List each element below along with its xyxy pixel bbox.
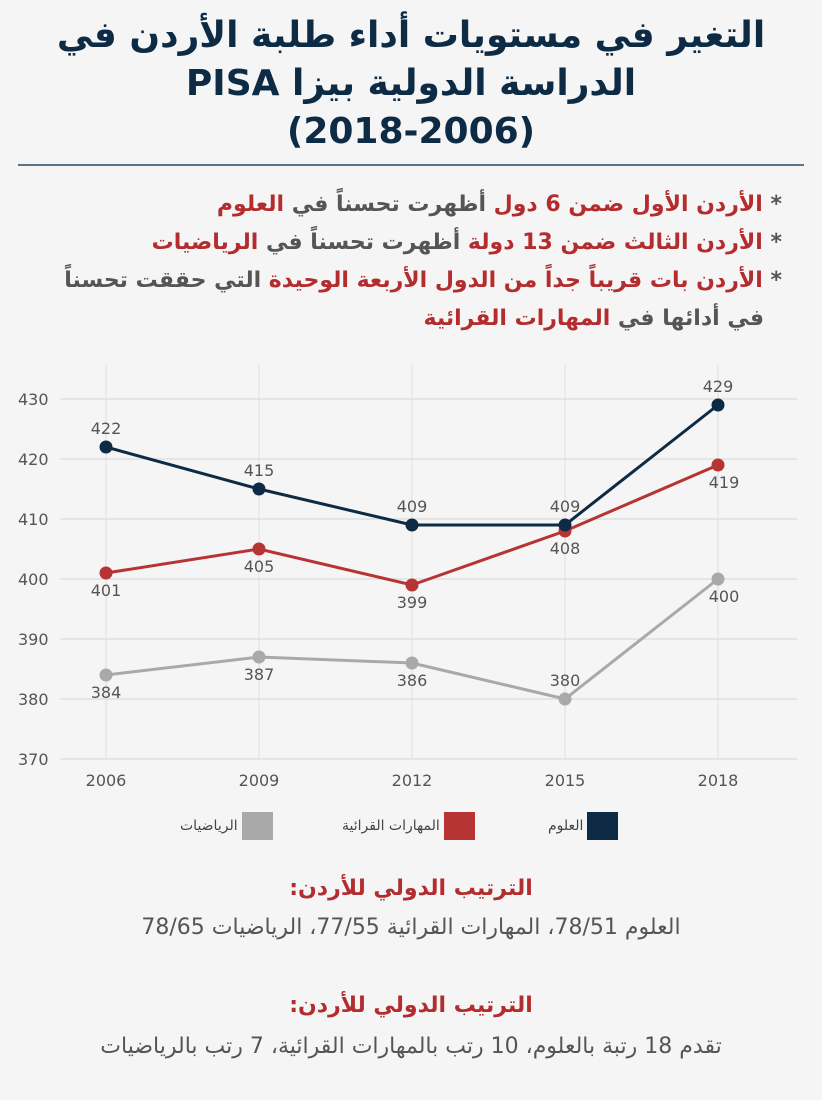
y-tick-label: 410 [18,510,49,529]
data-point-math [711,572,725,586]
data-label-math: 386 [397,671,428,690]
data-label-science: 409 [397,497,428,516]
finding-reading-continued: في أدائها في المهارات القرائية [423,306,765,331]
y-tick-label: 390 [18,630,49,649]
legend-item-reading: المهارات القرائية [342,812,475,840]
line-chart: 370 380 390 400 410 420 430 2006 2009 2012 2015 201… [18,365,797,790]
data-label-reading: 399 [397,593,428,612]
y-tick-label: 420 [18,450,49,469]
ranking-text-2: تقدم 18 رتبة بالعلوم، 10 رتب بالمهارات ا… [100,1034,722,1059]
ranking-heading-2: الترتيب الدولي للأردن: [289,993,533,1018]
x-tick-label: 2018 [698,771,739,790]
finding-science: * الأردن الأول ضمن 6 دول أظهرت تحسناً في… [216,192,782,217]
title-line-2: الدراسة الدولية بيزا PISA [185,63,637,104]
title-divider [18,164,804,166]
legend-swatch-math [241,812,273,840]
title-line-3: (2018-2006) [286,111,536,152]
data-point-math [252,650,266,664]
y-tick-label: 400 [18,570,49,589]
data-label-reading: 401 [91,581,122,600]
data-point-math [99,668,113,682]
data-point-math [558,692,572,706]
legend-item-math: الرياضيات [180,812,273,840]
data-label-math: 387 [244,665,275,684]
x-tick-label: 2006 [86,771,127,790]
x-tick-label: 2012 [392,771,433,790]
legend-swatch-science [587,812,619,840]
data-label-reading: 405 [244,557,275,576]
ranking-text-1: العلوم 78/51، المهارات القرائية 77/55، ا… [141,915,681,940]
data-label-math: 380 [550,671,581,690]
data-point-science [405,518,419,532]
data-label-science: 409 [550,497,581,516]
data-point-reading [99,566,113,580]
data-label-math: 400 [709,587,740,606]
data-point-reading [711,458,725,472]
data-point-math [405,656,419,670]
data-label-science: 422 [91,419,122,438]
page-title: التغير في مستويات أداء طلبة الأردن في ال… [0,12,822,156]
y-tick-label: 380 [18,690,49,709]
ranking-heading-1: الترتيب الدولي للأردن: [289,876,533,901]
data-point-science [99,440,113,454]
legend-swatch-reading [443,812,475,840]
data-point-science [558,518,572,532]
finding-reading: * الأردن بات قريباً جداً من الدول الأربع… [64,268,782,293]
key-findings: * الأردن الأول ضمن 6 دول أظهرت تحسناً في… [22,186,782,338]
chart-legend: العلوم المهارات القرائية الرياضيات [0,812,822,842]
data-label-reading: 408 [550,539,581,558]
x-tick-label: 2015 [545,771,586,790]
data-point-reading [405,578,419,592]
x-tick-label: 2009 [239,771,280,790]
title-line-1: التغير في مستويات أداء طلبة الأردن في [56,15,766,56]
data-label-math: 384 [91,683,122,702]
finding-math: * الأردن الثالث ضمن 13 دولة أظهرت تحسناً… [151,230,782,255]
data-point-science [711,398,725,412]
data-point-science [252,482,266,496]
data-label-science: 429 [703,377,734,396]
legend-item-science: العلوم [548,812,619,840]
y-tick-label: 430 [18,390,49,409]
data-label-reading: 419 [709,473,740,492]
data-point-reading [252,542,266,556]
y-tick-label: 370 [18,750,49,769]
data-label-science: 415 [244,461,275,480]
